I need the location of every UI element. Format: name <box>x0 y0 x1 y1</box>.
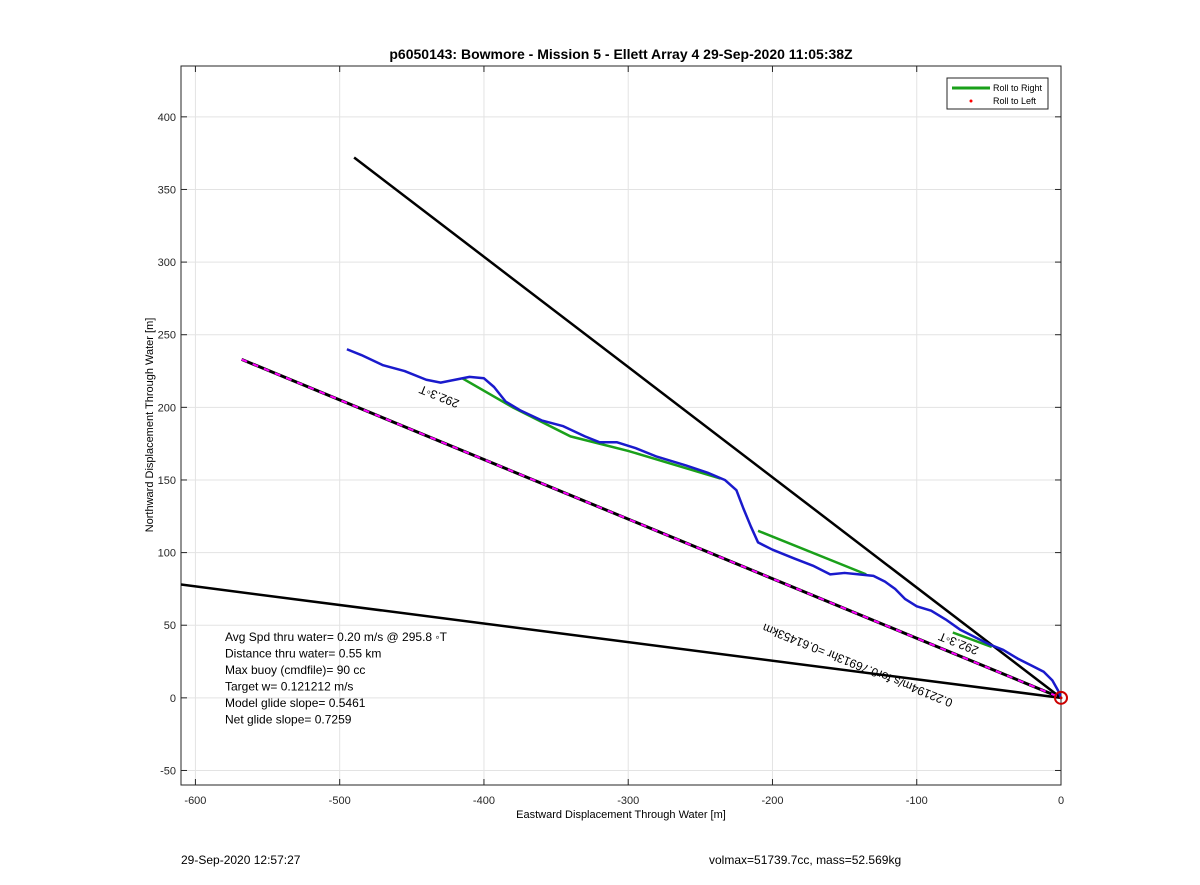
stats-line: Avg Spd thru water= 0.20 m/s @ 295.8 ◦T <box>225 630 448 644</box>
y-tick-label: 150 <box>158 475 176 487</box>
y-tick-label: 300 <box>158 257 176 269</box>
end-marker-dot <box>1059 696 1063 700</box>
y-tick-label: 50 <box>164 620 176 632</box>
track-line <box>346 348 1061 699</box>
y-tick-label: 250 <box>158 330 176 342</box>
x-tick-label: -400 <box>473 795 495 807</box>
x-tick-label: -600 <box>184 795 206 807</box>
legend-label: Roll to Left <box>993 96 1037 106</box>
stats-line: Target w= 0.121212 m/s <box>225 680 353 694</box>
y-tick-label: -50 <box>160 765 176 777</box>
bound-line <box>353 156 1061 699</box>
legend-box <box>946 77 1049 110</box>
heading-line-dash <box>241 358 1061 699</box>
data-layer <box>181 156 1061 700</box>
x-tick-label: 0 <box>1058 795 1064 807</box>
y-tick-label: 200 <box>158 402 176 414</box>
y-tick-label: 350 <box>158 184 176 196</box>
y-tick-label: 0 <box>170 693 176 705</box>
bound-line <box>181 583 1061 700</box>
x-tick-label: -100 <box>906 795 928 807</box>
roll-right-segment <box>757 529 867 576</box>
stats-line: Distance thru water= 0.55 km <box>225 647 381 661</box>
x-tick-label: -500 <box>329 795 351 807</box>
roll-right-segment <box>952 631 993 649</box>
legend-swatch-dot <box>969 99 973 103</box>
y-tick-label: 100 <box>158 548 176 560</box>
legend: Roll to Right Roll to Left <box>946 77 1049 110</box>
footer-timestamp: 29-Sep-2020 12:57:27 <box>181 853 301 867</box>
chart-title: p6050143: Bowmore - Mission 5 - Ellett A… <box>389 46 853 62</box>
stats-line: Net glide slope= 0.7259 <box>225 713 352 727</box>
y-tick-label: 400 <box>158 112 176 124</box>
x-axis-label: Eastward Displacement Through Water [m] <box>516 809 726 821</box>
stats-line: Max buoy (cmdfile)= 90 cc <box>225 663 365 677</box>
y-axis-label: Northward Displacement Through Water [m] <box>144 318 156 533</box>
x-tick-label: -200 <box>761 795 783 807</box>
roll-right-segment <box>461 377 721 480</box>
stats-line: Model glide slope= 0.5461 <box>225 696 366 710</box>
footer-params: volmax=51739.7cc, mass=52.569kg <box>709 853 902 867</box>
legend-label: Roll to Right <box>993 83 1043 93</box>
x-tick-label: -300 <box>617 795 639 807</box>
end-marker <box>1054 690 1068 705</box>
plot-area <box>181 66 1061 785</box>
axes-box <box>180 65 1062 786</box>
